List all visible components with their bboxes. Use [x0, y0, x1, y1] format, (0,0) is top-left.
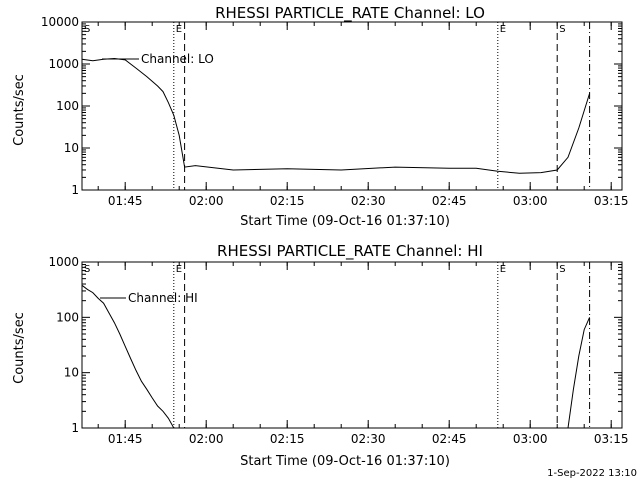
- event-marker-label: E: [176, 264, 182, 275]
- plot-frame: [81, 261, 623, 429]
- y-tick-label: 10: [64, 366, 79, 380]
- event-marker-label: S: [84, 24, 90, 35]
- x-axis-label: Start Time (09-Oct-16 01:37:10): [240, 214, 450, 229]
- event-marker-label: S: [84, 264, 90, 275]
- footer-timestamp: 1-Sep-2022 13:10: [547, 468, 637, 479]
- legend-label: Channel: HI: [128, 291, 198, 305]
- x-tick-label: 01:45: [108, 432, 143, 446]
- event-marker-label: S: [559, 24, 565, 35]
- x-tick-label: 03:00: [513, 432, 548, 446]
- x-tick-label: 03:15: [594, 432, 629, 446]
- y-tick-label: 1: [71, 421, 79, 435]
- x-tick-label: 01:45: [108, 194, 143, 208]
- x-tick-label: 02:30: [351, 432, 386, 446]
- chart-title: RHESSI PARTICLE_RATE Channel: LO: [215, 4, 485, 23]
- data-series-line: [81, 284, 591, 429]
- x-tick-label: 02:15: [270, 432, 305, 446]
- x-tick-label: 02:00: [189, 432, 224, 446]
- event-marker-label: E: [500, 264, 506, 275]
- x-tick-label: 02:30: [351, 194, 386, 208]
- x-tick-label: 02:45: [432, 432, 467, 446]
- y-tick-label: 1000: [48, 255, 79, 269]
- y-tick-label: 1: [71, 183, 79, 197]
- legend-label: Channel: LO: [141, 52, 214, 66]
- x-tick-label: 03:15: [594, 194, 629, 208]
- y-axis-label: Counts/sec: [12, 74, 27, 146]
- hi-channel-panel: RHESSI PARTICLE_RATE Channel: HI Start T…: [12, 242, 628, 469]
- event-marker-label: E: [176, 24, 182, 35]
- x-tick-label: 03:00: [513, 194, 548, 208]
- y-tick-label: 10000: [41, 15, 79, 29]
- x-tick-label: 02:00: [189, 194, 224, 208]
- y-tick-label: 10: [64, 141, 79, 155]
- event-marker-label: S: [559, 264, 565, 275]
- chart-title: RHESSI PARTICLE_RATE Channel: HI: [217, 242, 483, 261]
- y-tick-label: 1000: [48, 57, 79, 71]
- event-marker-label: E: [500, 24, 506, 35]
- y-tick-label: 100: [56, 99, 79, 113]
- y-tick-label: 100: [56, 310, 79, 324]
- x-axis-label: Start Time (09-Oct-16 01:37:10): [240, 454, 450, 469]
- x-tick-label: 02:45: [432, 194, 467, 208]
- plot-frame: [81, 21, 623, 191]
- y-axis-label: Counts/sec: [12, 312, 27, 384]
- data-series-line: [81, 57, 591, 174]
- x-tick-label: 02:15: [270, 194, 305, 208]
- lo-channel-panel: RHESSI PARTICLE_RATE Channel: LO Start T…: [12, 4, 628, 229]
